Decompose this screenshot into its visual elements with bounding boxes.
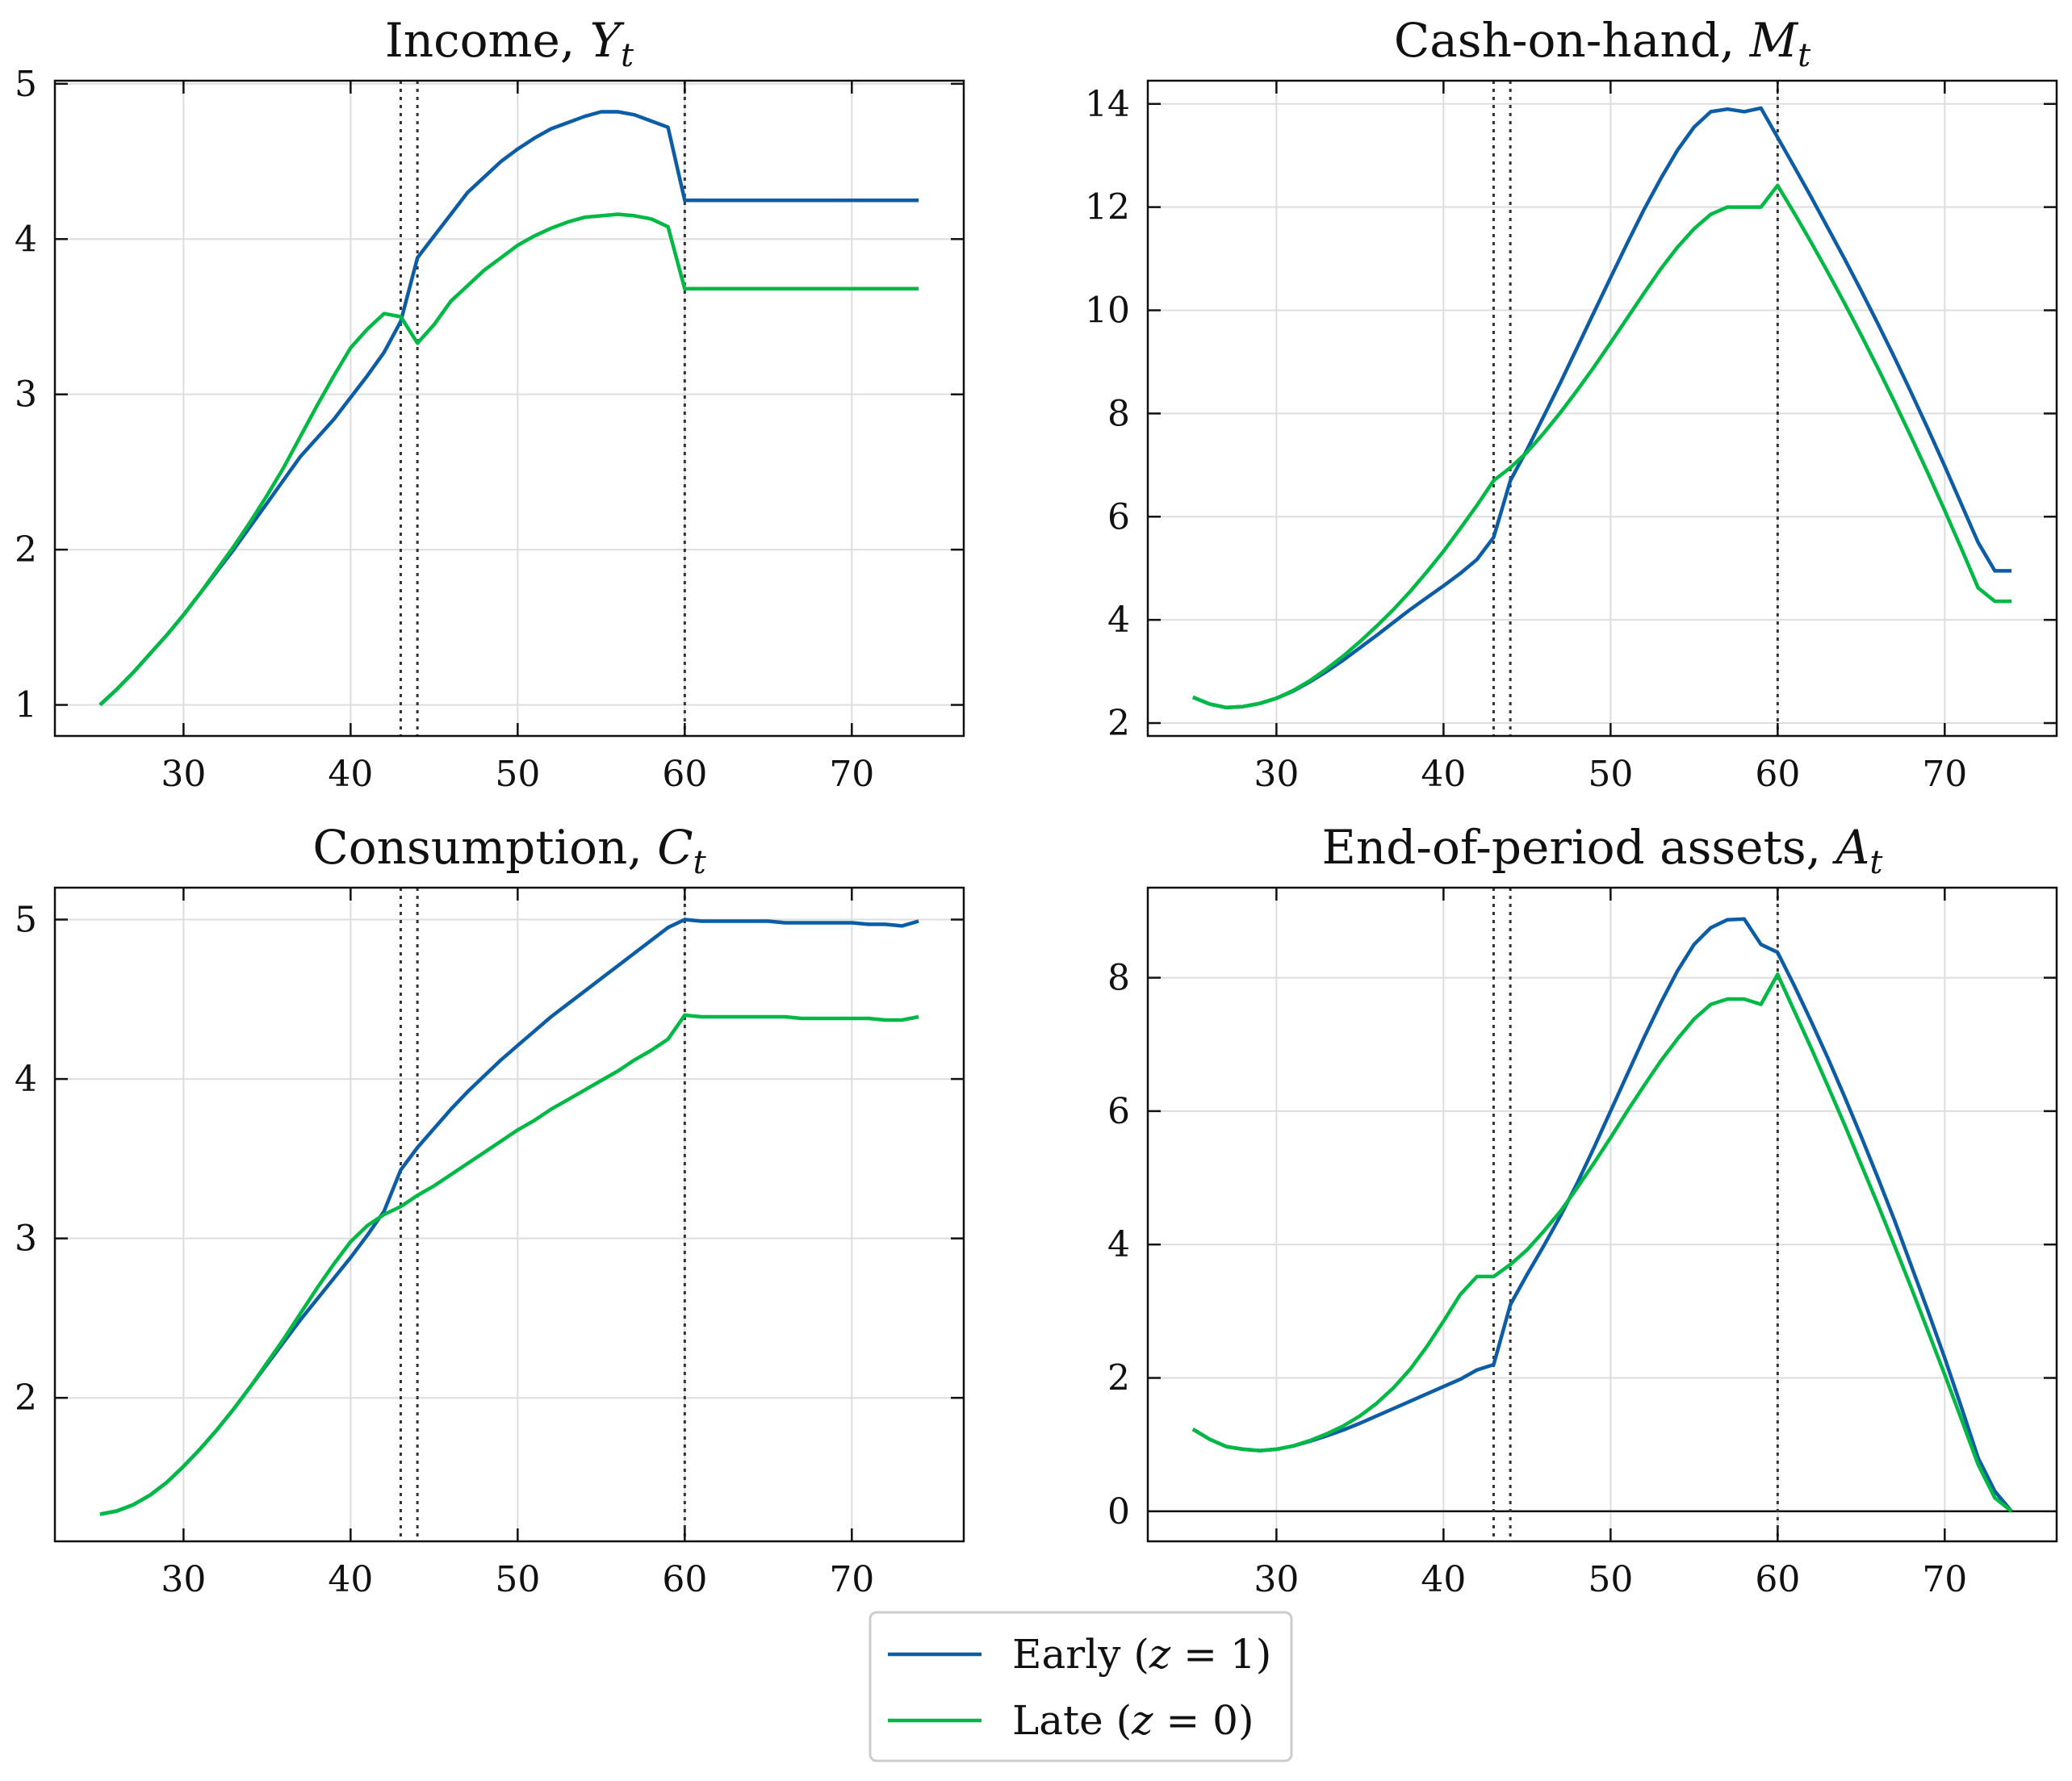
series-line-late — [1192, 183, 2012, 710]
y-tick-label: 8 — [1107, 958, 1130, 999]
y-tick-label: 3 — [15, 1219, 37, 1260]
panel-consumption: 30 40 50 60 70 2 3 4 5 Consumption, Ct — [15, 820, 965, 1600]
x-tick-label: 70 — [829, 1559, 874, 1600]
y-tick-label: 2 — [1107, 1358, 1130, 1399]
panel-cash-on-hand: 30 40 50 60 70 2 4 6 8 10 12 14 Cash-on-hand, Mt — [1085, 13, 2058, 795]
y-tick-label: 5 — [15, 64, 37, 105]
series-line-late — [99, 1013, 919, 1516]
y-tick-label: 2 — [15, 1378, 37, 1419]
x-tick-label: 50 — [1588, 754, 1633, 795]
x-tick-label: 60 — [1755, 754, 1800, 795]
y-tick-label: 12 — [1085, 187, 1130, 228]
legend-box — [869, 1611, 1293, 1762]
panel-title: Income, Yt — [385, 13, 634, 74]
x-tick-label: 50 — [1588, 1559, 1633, 1600]
y-tick-label: 5 — [15, 900, 37, 941]
series-line-early — [1192, 106, 2012, 710]
axes-frame — [53, 79, 965, 738]
series-line-early — [98, 110, 919, 707]
x-tick-label: 60 — [662, 754, 707, 795]
series-line-early — [1191, 917, 2013, 1513]
panel-title: Cash-on-hand, Mt — [1394, 13, 1811, 74]
y-tick-label: 6 — [1107, 496, 1130, 537]
x-tick-label: 30 — [1254, 754, 1299, 795]
y-tick-label: 4 — [15, 1059, 37, 1100]
x-tick-label: 40 — [328, 1559, 373, 1600]
x-tick-label: 70 — [1922, 1559, 1967, 1600]
y-tick-label: 10 — [1085, 291, 1130, 332]
panel-title: Consumption, Ct — [312, 820, 706, 881]
x-tick-label: 30 — [161, 754, 206, 795]
axes-frame — [1146, 886, 2058, 1543]
x-tick-label: 40 — [328, 754, 373, 795]
x-tick-label: 30 — [1254, 1559, 1299, 1600]
panel-title: End-of-period assets, At — [1322, 820, 1884, 881]
legend-label-early: Early (z = 1) — [1012, 1631, 1271, 1678]
x-tick-label: 70 — [829, 754, 874, 795]
y-tick-label: 2 — [15, 529, 37, 571]
y-tick-label: 4 — [1107, 1224, 1130, 1265]
axes-frame — [1146, 79, 2058, 738]
y-tick-label: 6 — [1107, 1091, 1130, 1132]
x-tick-label: 70 — [1922, 754, 1967, 795]
y-tick-label: 0 — [1107, 1491, 1130, 1532]
panel-assets: 30 40 50 60 70 0 2 4 6 8 End-of-period assets, At — [1107, 820, 2058, 1600]
series-line-late — [1191, 972, 2013, 1513]
x-tick-label: 50 — [495, 754, 540, 795]
y-tick-label: 1 — [15, 685, 37, 726]
y-tick-label: 4 — [15, 219, 37, 260]
x-tick-label: 50 — [495, 1559, 540, 1600]
y-tick-label: 14 — [1085, 84, 1130, 125]
y-tick-label: 2 — [1107, 703, 1130, 744]
x-tick-label: 40 — [1421, 754, 1466, 795]
x-tick-label: 30 — [161, 1559, 206, 1600]
panel-income: 30 40 50 60 70 1 2 3 4 5 Income, Yt — [15, 13, 965, 795]
legend-label-late: Late (z = 0) — [1012, 1697, 1254, 1744]
y-tick-label: 3 — [15, 374, 37, 416]
x-tick-label: 40 — [1421, 1559, 1466, 1600]
legend: Early (z = 1) Late (z = 0) — [869, 1611, 1293, 1762]
series-line-late — [98, 212, 919, 707]
axes-frame — [53, 886, 965, 1543]
x-tick-label: 60 — [662, 1559, 707, 1600]
y-tick-label: 4 — [1107, 600, 1130, 641]
y-tick-label: 8 — [1107, 393, 1130, 434]
x-tick-label: 60 — [1755, 1559, 1800, 1600]
